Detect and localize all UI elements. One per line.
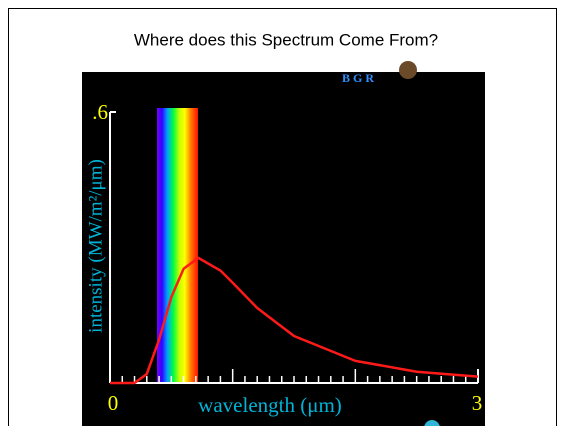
annotation: B G R [342,71,374,85]
y-axis-label: intensity (MW/m²/μm) [85,159,106,333]
slide-title: Where does this Spectrum Come From? [134,30,438,49]
spectrum-curve [110,256,479,385]
x-tick-label: 3 [472,391,483,415]
knob [424,420,440,426]
knob [399,61,417,79]
plot: .6 0 3 [92,100,482,415]
x-axis-label: wavelength (μm) [198,393,342,417]
x-tick-label: 0 [108,391,119,415]
visible-spectrum [157,108,198,383]
white-block [485,160,493,197]
y-tick-label: .6 [92,100,108,124]
